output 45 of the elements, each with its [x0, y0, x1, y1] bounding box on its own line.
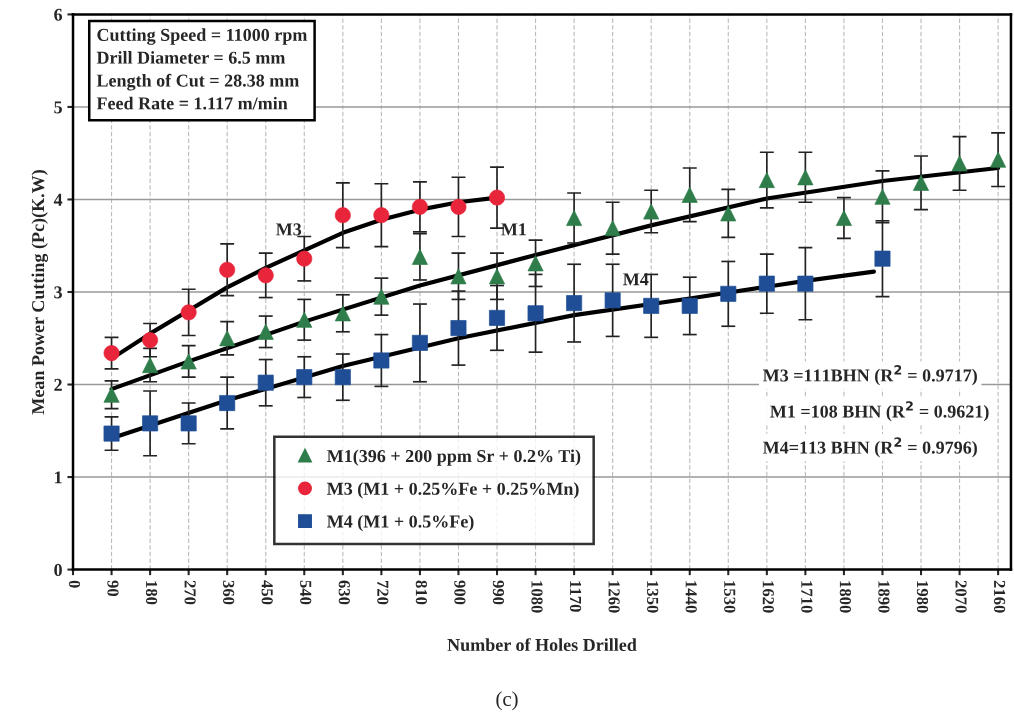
- y-tick-label: 2: [54, 378, 62, 391]
- y-tick-label: 5: [54, 101, 62, 114]
- x-tick-label: 360: [223, 580, 235, 605]
- x-tick-label: 1080: [531, 581, 543, 613]
- x-tick-label: 450: [261, 580, 273, 605]
- x-tick-label: 270: [184, 580, 196, 605]
- y-tick-label: 1: [55, 471, 62, 484]
- legend-label: M1(396 + 200 ppm Sr + 0.2% Ti): [326, 449, 581, 466]
- x-tick-label: 990: [492, 580, 505, 605]
- x-tick-label: 90: [107, 580, 119, 597]
- x-tick-label: 540: [300, 580, 312, 605]
- x-tick-label: 180: [145, 581, 158, 605]
- x-tick-label: 2160: [993, 580, 1006, 613]
- x-tick-label: 810: [415, 580, 427, 605]
- y-tick-label: 0: [54, 563, 62, 577]
- x-tick-label: 1350: [647, 581, 659, 613]
- x-tick-label: 1980: [916, 581, 929, 613]
- annotation: M1 =108 BHN (R$^{2}$ = 0.9621): [770, 401, 989, 422]
- y-tick-label: 6: [54, 8, 63, 21]
- x-tick-label: 630: [338, 580, 350, 605]
- y-tick-label: 3: [54, 286, 62, 299]
- y-tick-label: 4: [53, 193, 63, 206]
- y-axis-title: Mean Power Cutting (Pc)(K.W): [31, 170, 49, 415]
- x-tick-label: 1710: [801, 581, 813, 613]
- x-tick-label: 1170: [569, 581, 582, 612]
- legend-label: M4 (M1 + 0.5%Fe): [326, 514, 474, 532]
- legend-label: M3 (M1 + 0.25%Fe + 0.25%Mn): [326, 482, 579, 499]
- text: (c): [496, 691, 518, 711]
- annotation: M4: [623, 273, 649, 286]
- x-tick-label: 1260: [608, 581, 620, 613]
- x-tick-label: 720: [377, 580, 389, 605]
- x-tick-label: 1800: [839, 581, 851, 613]
- x-tick-label: 1620: [762, 581, 774, 613]
- annotation: M3: [276, 223, 302, 236]
- x-tick-label: 1890: [878, 581, 890, 613]
- annotation: M1: [501, 223, 526, 236]
- x-tick-label: 1530: [724, 581, 736, 613]
- x-tick-label: 1440: [685, 581, 697, 613]
- x-axis-title: Number of Holes Drilled: [447, 638, 637, 652]
- annotation: M4=113 BHN (R$^{2}$ = 0.9796): [762, 437, 977, 458]
- x-tick-label: 900: [454, 580, 466, 605]
- x-tick-label: 2070: [955, 580, 967, 613]
- x-tick-label: 0: [68, 580, 81, 588]
- annotation: M3 =111BHN (R$^{2}$ = 0.9717): [762, 365, 977, 386]
- annotation: Cutting Speed = 11000 rpm Drill Diameter = 6.5 mm Length of Cut = 28.38 mm Feed Rate = 1.117 m/min: [96, 28, 308, 110]
